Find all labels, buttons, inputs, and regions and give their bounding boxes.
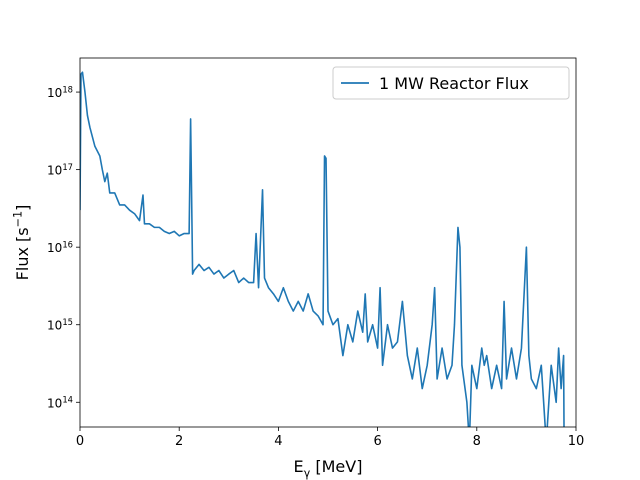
y-tick-label: 1015 [47, 317, 73, 333]
data-line [80, 71, 565, 427]
legend-label: 1 MW Reactor Flux [379, 74, 529, 93]
y-tick-label: 1018 [47, 84, 73, 100]
y-tick-label: 1014 [47, 394, 73, 410]
x-tick-label: 4 [274, 434, 282, 449]
y-axis-label: Flux [s−1] [12, 205, 32, 281]
legend-box [332, 66, 570, 100]
y-tick-label: 1016 [47, 239, 73, 255]
x-tick-label: 0 [76, 434, 84, 449]
x-tick-label: 8 [473, 434, 481, 449]
x-tick-label: 2 [175, 434, 183, 449]
plot-frame [79, 57, 577, 428]
x-tick-label: 6 [373, 434, 381, 449]
x-axis-label: Eγ [MeV] [294, 457, 363, 480]
x-tick-label: 10 [568, 434, 585, 449]
y-tick-label: 1017 [47, 162, 73, 178]
